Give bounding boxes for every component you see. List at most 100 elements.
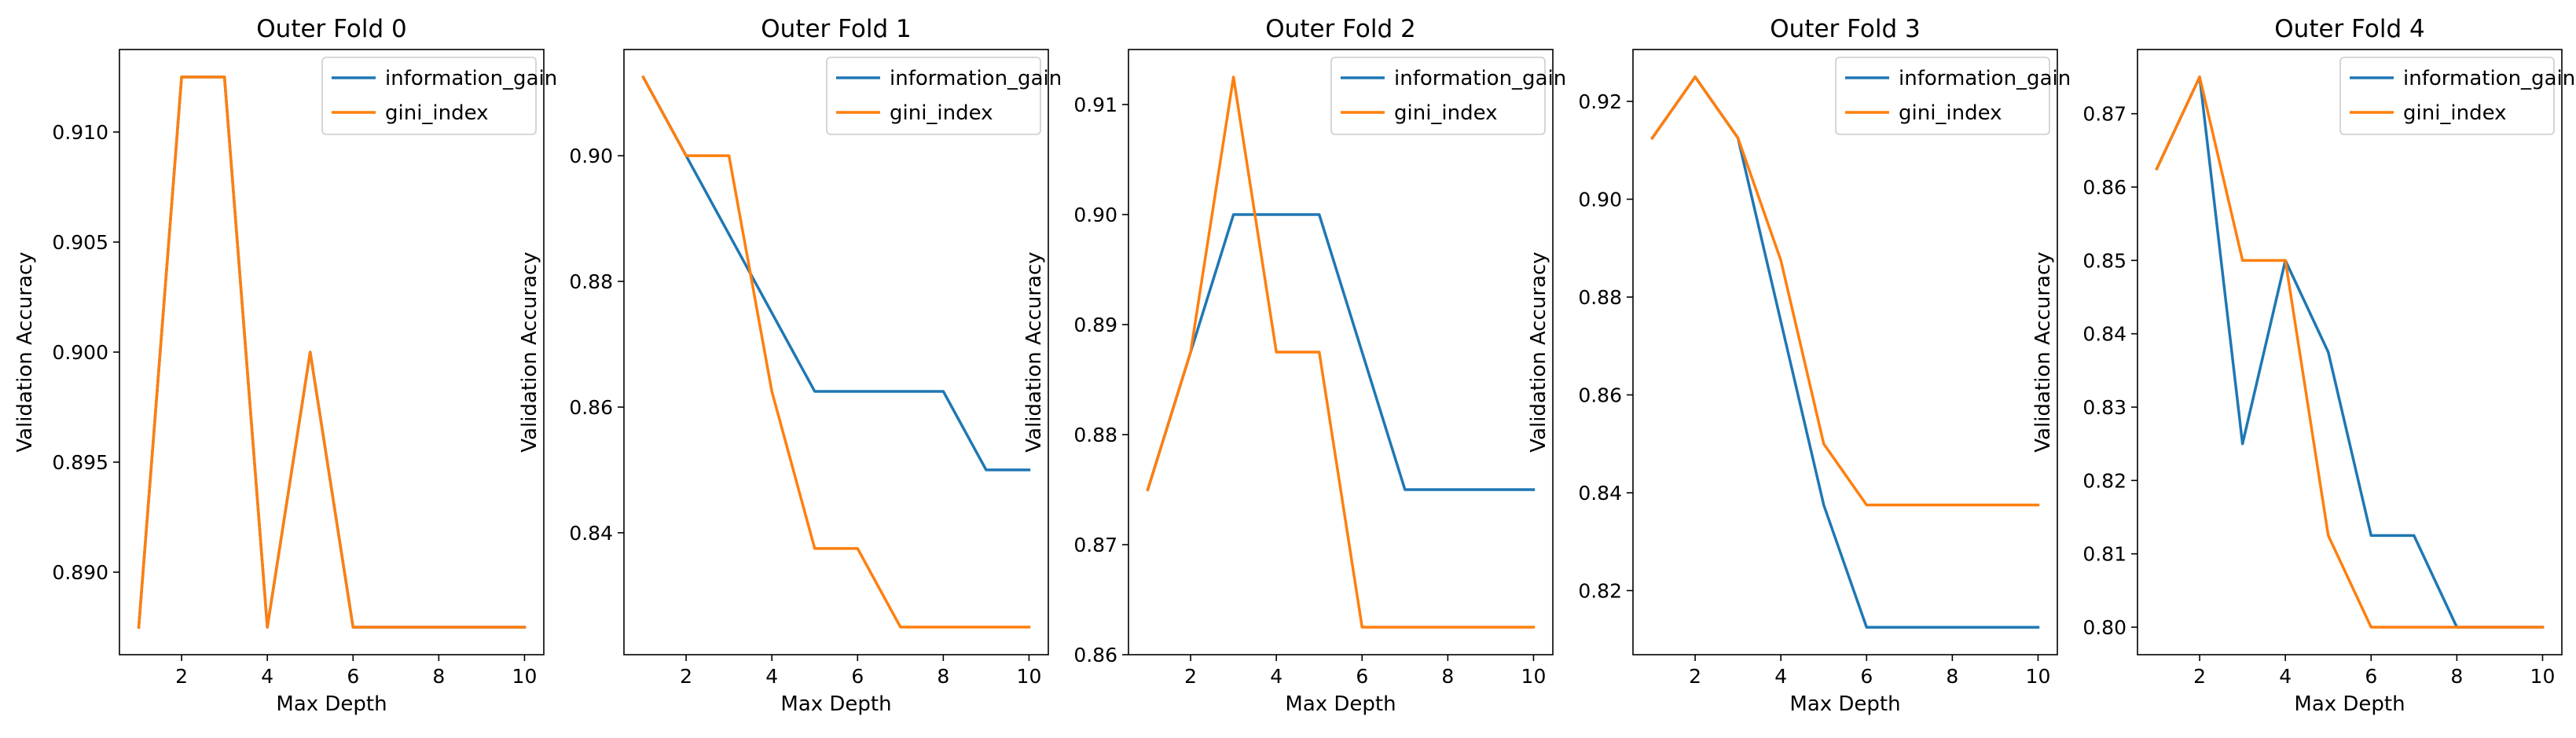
y-tick-label: 0.86: [1578, 384, 1622, 406]
legend: information_gain gini_index: [2339, 57, 2575, 135]
x-tick-label: 10: [512, 665, 538, 688]
y-tick-label: 0.84: [569, 522, 613, 545]
subplot-outer-fold-2: 2 4 6 8 10 0.86 0.87 0.88 0.89 0.90 0.91 Outer Fold…: [1022, 15, 1566, 716]
x-tick-label: 10: [2026, 665, 2051, 688]
chart-title: Outer Fold 0: [256, 15, 406, 43]
x-tick-label: 8: [2450, 665, 2463, 688]
x-tick-label: 2: [680, 665, 692, 688]
x-axis-label: Max Depth: [1285, 692, 1396, 716]
x-tick-label: 6: [2365, 665, 2377, 688]
legend-entry-label: gini_index: [2403, 101, 2507, 125]
legend: information_gain gini_index: [1835, 57, 2071, 135]
x-tick-label: 4: [261, 665, 273, 688]
chart-title: Outer Fold 3: [1770, 15, 1920, 43]
subplot-outer-fold-1: 2 4 6 8 10 0.84 0.86 0.88 0.90 Outer Fold 1 Max De…: [518, 15, 1062, 716]
x-tick-label: 6: [851, 665, 864, 688]
series-line-gini-index: [2155, 75, 2545, 629]
x-tick-label: 10: [2530, 665, 2556, 688]
x-tick-label: 2: [1184, 665, 1197, 688]
x-tick-label: 4: [1270, 665, 1282, 688]
y-tick-label: 0.910: [52, 121, 108, 144]
y-tick-label: 0.90: [1578, 188, 1622, 211]
legend-entry-label: information_gain: [890, 67, 1062, 90]
y-tick-label: 0.80: [2082, 616, 2126, 639]
x-tick-label: 6: [347, 665, 359, 688]
x-tick-label: 8: [1441, 665, 1454, 688]
y-tick-label: 0.85: [2082, 249, 2126, 272]
x-tick-label: 6: [1356, 665, 1368, 688]
y-tick-label: 0.91: [1073, 94, 1117, 116]
legend: information_gain gini_index: [1330, 57, 1566, 135]
legend-entry-label: information_gain: [385, 67, 557, 90]
x-tick-label: 10: [1521, 665, 1547, 688]
x-axis-label: Max Depth: [276, 692, 387, 716]
series-line-gini-index: [137, 75, 527, 629]
axes-frame: [623, 49, 1049, 655]
x-tick-label: 8: [432, 665, 445, 688]
y-tick-label: 0.86: [2082, 176, 2126, 199]
y-tick-label: 0.890: [52, 561, 108, 584]
x-tick-label: 4: [2279, 665, 2292, 688]
x-tick-label: 10: [1017, 665, 1042, 688]
series-line-gini-index: [1650, 75, 2040, 507]
y-tick-label: 0.90: [569, 145, 613, 167]
y-tick-label: 0.86: [1073, 644, 1117, 666]
legend-entry-label: gini_index: [890, 101, 993, 125]
subplot-outer-fold-3: 2 4 6 8 10 0.82 0.84 0.86 0.88 0.90 0.92 Outer Fold…: [1527, 15, 2071, 716]
y-tick-label: 0.88: [1578, 286, 1622, 309]
y-tick-label: 0.84: [1578, 482, 1622, 505]
axes-frame: [1632, 49, 2058, 655]
legend-entry-label: information_gain: [2403, 67, 2575, 90]
y-tick-label: 0.87: [2082, 103, 2126, 126]
x-tick-label: 4: [1774, 665, 1787, 688]
x-tick-label: 2: [175, 665, 188, 688]
x-axis-label: Max Depth: [1789, 692, 1900, 716]
y-tick-label: 0.81: [2082, 543, 2126, 566]
legend-entry-label: gini_index: [385, 101, 489, 125]
legend-entry-label: gini_index: [1394, 101, 1498, 125]
y-tick-label: 0.83: [2082, 396, 2126, 419]
x-tick-label: 2: [2193, 665, 2206, 688]
y-tick-label: 0.90: [1073, 204, 1117, 226]
y-tick-label: 0.88: [569, 270, 613, 293]
subplot-outer-fold-4: 2 4 6 8 10 0.80 0.81 0.82 0.83 0.84 0.85 0.86 0.87 Ou…: [2031, 15, 2575, 716]
y-tick-label: 0.92: [1578, 90, 1622, 113]
x-tick-label: 4: [765, 665, 778, 688]
axes-frame: [1128, 49, 1554, 655]
x-axis-label: Max Depth: [2294, 692, 2405, 716]
series-line-gini-index: [641, 75, 1031, 629]
y-axis-label: Validation Accuracy: [2031, 252, 2055, 452]
y-axis-label: Validation Accuracy: [518, 252, 541, 452]
subplot-outer-fold-0: 2 4 6 8 10 0.890 0.895 0.900 0.905 0.910 Outer Fol…: [13, 15, 557, 716]
x-tick-label: 8: [1946, 665, 1958, 688]
legend: information_gain gini_index: [826, 57, 1062, 135]
x-tick-label: 8: [937, 665, 949, 688]
y-tick-label: 0.86: [569, 396, 613, 419]
legend-entry-label: information_gain: [1394, 67, 1566, 90]
legend-entry-label: information_gain: [1899, 67, 2071, 90]
y-tick-label: 0.87: [1073, 534, 1117, 556]
x-tick-label: 2: [1689, 665, 1701, 688]
y-axis-label: Validation Accuracy: [13, 252, 37, 452]
chart-title: Outer Fold 4: [2274, 15, 2424, 43]
y-tick-label: 0.88: [1073, 424, 1117, 446]
series-line-information-gain: [641, 75, 1031, 472]
chart-title: Outer Fold 1: [761, 15, 911, 43]
y-tick-label: 0.84: [2082, 323, 2126, 346]
y-tick-label: 0.89: [1073, 314, 1117, 336]
x-axis-label: Max Depth: [780, 692, 891, 716]
y-tick-label: 0.900: [52, 341, 108, 364]
y-tick-label: 0.905: [52, 231, 108, 254]
legend-entry-label: gini_index: [1899, 101, 2002, 125]
y-axis-label: Validation Accuracy: [1022, 252, 1046, 452]
y-tick-label: 0.82: [2082, 469, 2126, 492]
series-line-gini-index: [1146, 75, 1536, 629]
legend: information_gain gini_index: [321, 57, 557, 135]
y-tick-label: 0.895: [52, 451, 108, 474]
y-axis-label: Validation Accuracy: [1527, 252, 1550, 452]
y-tick-label: 0.82: [1578, 579, 1622, 602]
series-line-information-gain: [1146, 213, 1536, 492]
axes-frame: [2137, 49, 2563, 655]
chart-title: Outer Fold 2: [1265, 15, 1415, 43]
